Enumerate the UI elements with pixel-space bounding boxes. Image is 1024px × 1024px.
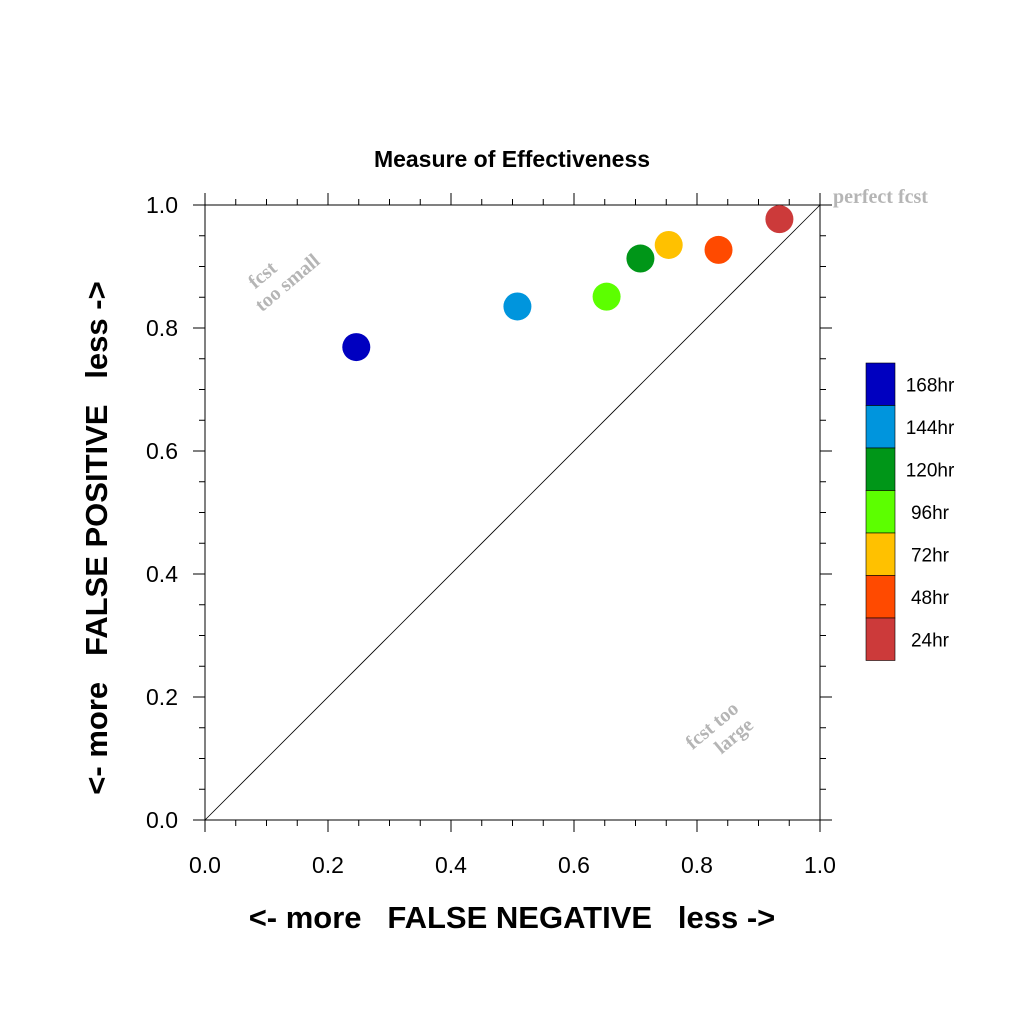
y-tick-label: 0.2 — [146, 684, 178, 710]
x-tick-labels: 0.0 0.2 0.4 0.6 0.8 1.0 — [189, 852, 836, 878]
legend-label-120hr: 120hr — [906, 460, 955, 481]
legend-swatch-144hr — [865, 405, 896, 449]
legend-label-168hr: 168hr — [906, 375, 955, 396]
x-tick-label: 0.8 — [681, 852, 713, 878]
y-tick-label: 0.6 — [146, 438, 178, 464]
legend-label-72hr: 72hr — [911, 545, 950, 566]
legend-label-48hr: 48hr — [911, 588, 950, 609]
legend-swatch-24hr — [865, 617, 896, 661]
legend-swatch-72hr — [865, 532, 896, 576]
legend-swatch-96hr — [865, 490, 896, 534]
legend-label-24hr: 24hr — [911, 630, 950, 651]
data-point-120hr — [626, 244, 655, 273]
data-point-24hr — [765, 205, 794, 234]
perfect-fcst-annotation: perfect fcst — [833, 186, 928, 208]
x-tick-label: 0.0 — [189, 852, 221, 878]
data-point-48hr — [704, 235, 733, 264]
x-tick-label: 0.4 — [435, 852, 467, 878]
data-point-96hr — [592, 282, 621, 311]
data-point-168hr — [342, 333, 371, 362]
legend-label-96hr: 96hr — [911, 503, 950, 524]
y-axis-title: <- more FALSE POSITIVE less -> — [79, 281, 114, 794]
diagonal-line — [204, 204, 821, 821]
ticks — [193, 193, 832, 832]
x-tick-label: 1.0 — [804, 852, 836, 878]
y-tick-label: 0.8 — [146, 315, 178, 341]
legend-swatch-120hr — [865, 447, 896, 491]
x-tick-label: 0.2 — [312, 852, 344, 878]
data-points — [342, 205, 794, 362]
y-tick-labels: 0.0 0.2 0.4 0.6 0.8 1.0 — [146, 192, 178, 833]
y-tick-label: 0.4 — [146, 561, 178, 587]
legend-label-144hr: 144hr — [906, 418, 955, 439]
x-axis-title: <- more FALSE NEGATIVE less -> — [249, 900, 776, 935]
chart-title: Measure of Effectiveness — [374, 146, 650, 172]
data-point-144hr — [503, 292, 532, 321]
legend: 168hr 144hr 120hr 96hr 72hr 48hr 24hr — [865, 362, 955, 661]
x-tick-label: 0.6 — [558, 852, 590, 878]
legend-swatch-168hr — [865, 362, 896, 406]
y-tick-label: 1.0 — [146, 192, 178, 218]
y-tick-label: 0.0 — [146, 807, 178, 833]
legend-swatch-48hr — [865, 575, 896, 619]
data-point-72hr — [654, 230, 683, 259]
